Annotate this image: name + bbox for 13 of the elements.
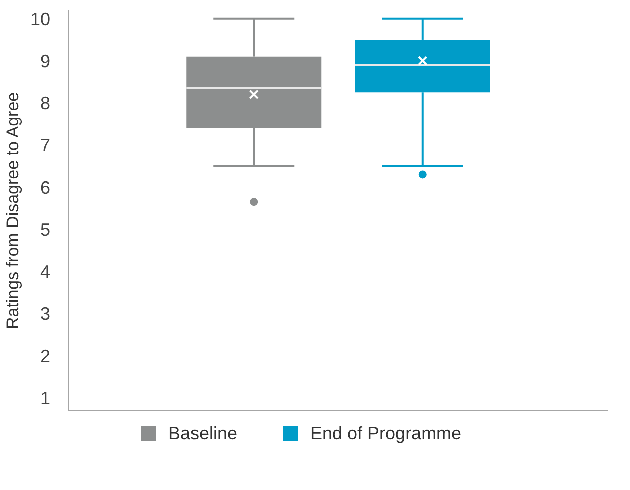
y-tick-label: 8 (40, 94, 51, 114)
y-axis-title: Ratings from Disagree to Agree (3, 92, 22, 330)
legend-label: Baseline (168, 424, 238, 444)
y-tick-label: 3 (40, 304, 51, 324)
y-tick-label: 1 (40, 388, 51, 408)
y-tick-label: 6 (40, 178, 51, 198)
y-tick-label: 2 (40, 346, 51, 366)
y-tick-label: 4 (40, 262, 51, 282)
y-tick-label: 7 (40, 136, 51, 156)
y-tick-label: 9 (40, 52, 51, 72)
legend-label: End of Programme (310, 424, 462, 444)
y-tick-label: 10 (30, 9, 51, 30)
y-tick-label: 5 (40, 220, 51, 240)
